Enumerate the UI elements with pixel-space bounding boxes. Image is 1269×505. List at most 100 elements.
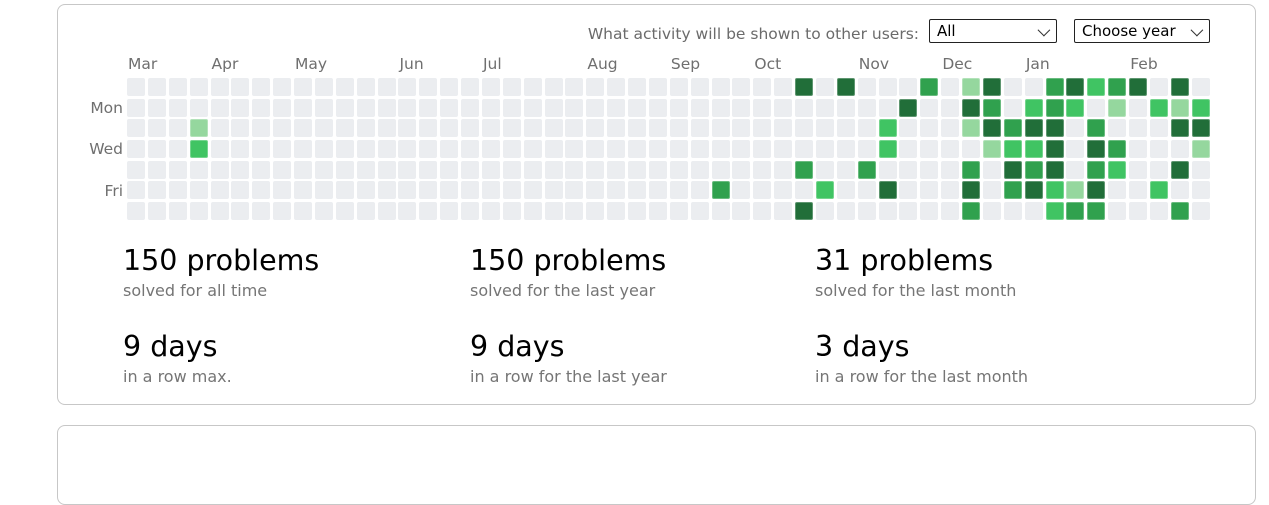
heatmap-cell[interactable]	[1003, 140, 1022, 159]
heatmap-cell[interactable]	[252, 119, 271, 138]
heatmap-cell[interactable]	[899, 181, 918, 200]
heatmap-cell[interactable]	[753, 78, 772, 96]
heatmap-cell[interactable]	[920, 119, 939, 138]
heatmap-cell[interactable]	[962, 140, 980, 159]
heatmap-cell[interactable]	[273, 98, 292, 117]
heatmap-cell[interactable]	[941, 202, 960, 221]
heatmap-cell[interactable]	[335, 160, 354, 179]
heatmap-cell[interactable]	[1087, 181, 1106, 200]
heatmap-cell[interactable]	[147, 160, 166, 179]
heatmap-cell[interactable]	[210, 140, 229, 159]
heatmap-cell[interactable]	[502, 160, 521, 179]
heatmap-cell[interactable]	[1045, 119, 1064, 138]
heatmap-cell[interactable]	[189, 181, 208, 200]
heatmap-cell[interactable]	[1170, 160, 1189, 179]
heatmap-cell[interactable]	[607, 78, 626, 96]
heatmap-cell[interactable]	[1170, 202, 1189, 221]
heatmap-cell[interactable]	[941, 160, 960, 179]
heatmap-cell[interactable]	[502, 98, 521, 117]
heatmap-cell[interactable]	[1024, 140, 1043, 159]
heatmap-cell[interactable]	[1045, 202, 1064, 221]
heatmap-cell[interactable]	[294, 119, 312, 138]
heatmap-cell[interactable]	[941, 140, 960, 159]
heatmap-cell[interactable]	[1045, 78, 1064, 96]
heatmap-cell[interactable]	[168, 119, 187, 138]
heatmap-cell[interactable]	[210, 78, 229, 96]
heatmap-cell[interactable]	[1170, 140, 1189, 159]
heatmap-cell[interactable]	[544, 160, 563, 179]
heatmap-cell[interactable]	[481, 181, 500, 200]
heatmap-cell[interactable]	[523, 78, 542, 96]
heatmap-cell[interactable]	[231, 98, 250, 117]
heatmap-cell[interactable]	[962, 202, 980, 221]
heatmap-cell[interactable]	[669, 98, 688, 117]
heatmap-cell[interactable]	[273, 78, 292, 96]
heatmap-cell[interactable]	[669, 78, 688, 96]
heatmap-cell[interactable]	[481, 160, 500, 179]
heatmap-cell[interactable]	[231, 119, 250, 138]
heatmap-cell[interactable]	[607, 140, 626, 159]
heatmap-cell[interactable]	[711, 98, 730, 117]
heatmap-cell[interactable]	[1108, 181, 1127, 200]
heatmap-cell[interactable]	[1191, 98, 1210, 117]
heatmap-cell[interactable]	[962, 98, 980, 117]
heatmap-cell[interactable]	[502, 119, 521, 138]
heatmap-cell[interactable]	[1087, 140, 1106, 159]
heatmap-cell[interactable]	[920, 98, 939, 117]
heatmap-cell[interactable]	[565, 181, 584, 200]
heatmap-cell[interactable]	[168, 181, 187, 200]
heatmap-cell[interactable]	[815, 119, 834, 138]
heatmap-cell[interactable]	[648, 140, 667, 159]
heatmap-cell[interactable]	[774, 160, 793, 179]
heatmap-cell[interactable]	[440, 140, 459, 159]
heatmap-cell[interactable]	[815, 202, 834, 221]
heatmap-cell[interactable]	[1149, 119, 1168, 138]
heatmap-cell[interactable]	[795, 140, 813, 159]
heatmap-cell[interactable]	[1066, 140, 1085, 159]
heatmap-cell[interactable]	[878, 78, 897, 96]
heatmap-cell[interactable]	[189, 160, 208, 179]
heatmap-cell[interactable]	[669, 119, 688, 138]
heatmap-cell[interactable]	[168, 202, 187, 221]
heatmap-cell[interactable]	[1149, 140, 1168, 159]
heatmap-cell[interactable]	[669, 140, 688, 159]
heatmap-cell[interactable]	[732, 98, 751, 117]
heatmap-cell[interactable]	[815, 78, 834, 96]
heatmap-cell[interactable]	[481, 202, 500, 221]
heatmap-cell[interactable]	[461, 78, 479, 96]
heatmap-cell[interactable]	[690, 160, 709, 179]
heatmap-cell[interactable]	[899, 140, 918, 159]
heatmap-cell[interactable]	[127, 78, 145, 96]
heatmap-cell[interactable]	[294, 140, 312, 159]
heatmap-cell[interactable]	[1066, 78, 1085, 96]
heatmap-cell[interactable]	[1108, 160, 1127, 179]
heatmap-cell[interactable]	[795, 78, 813, 96]
heatmap-cell[interactable]	[502, 78, 521, 96]
heatmap-cell[interactable]	[294, 181, 312, 200]
heatmap-cell[interactable]	[857, 181, 876, 200]
heatmap-cell[interactable]	[1191, 119, 1210, 138]
heatmap-cell[interactable]	[962, 181, 980, 200]
heatmap-cell[interactable]	[252, 140, 271, 159]
heatmap-cell[interactable]	[1087, 98, 1106, 117]
heatmap-cell[interactable]	[461, 119, 479, 138]
heatmap-cell[interactable]	[962, 160, 980, 179]
heatmap-cell[interactable]	[1045, 160, 1064, 179]
heatmap-cell[interactable]	[419, 119, 438, 138]
heatmap-cell[interactable]	[461, 140, 479, 159]
heatmap-cell[interactable]	[356, 119, 375, 138]
heatmap-cell[interactable]	[690, 98, 709, 117]
heatmap-cell[interactable]	[231, 140, 250, 159]
heatmap-cell[interactable]	[878, 140, 897, 159]
heatmap-cell[interactable]	[753, 181, 772, 200]
heatmap-cell[interactable]	[210, 119, 229, 138]
heatmap-cell[interactable]	[398, 98, 417, 117]
heatmap-cell[interactable]	[920, 140, 939, 159]
heatmap-cell[interactable]	[398, 119, 417, 138]
heatmap-cell[interactable]	[648, 119, 667, 138]
heatmap-cell[interactable]	[440, 160, 459, 179]
heatmap-cell[interactable]	[690, 202, 709, 221]
heatmap-cell[interactable]	[732, 78, 751, 96]
heatmap-cell[interactable]	[795, 181, 813, 200]
heatmap-cell[interactable]	[294, 160, 312, 179]
